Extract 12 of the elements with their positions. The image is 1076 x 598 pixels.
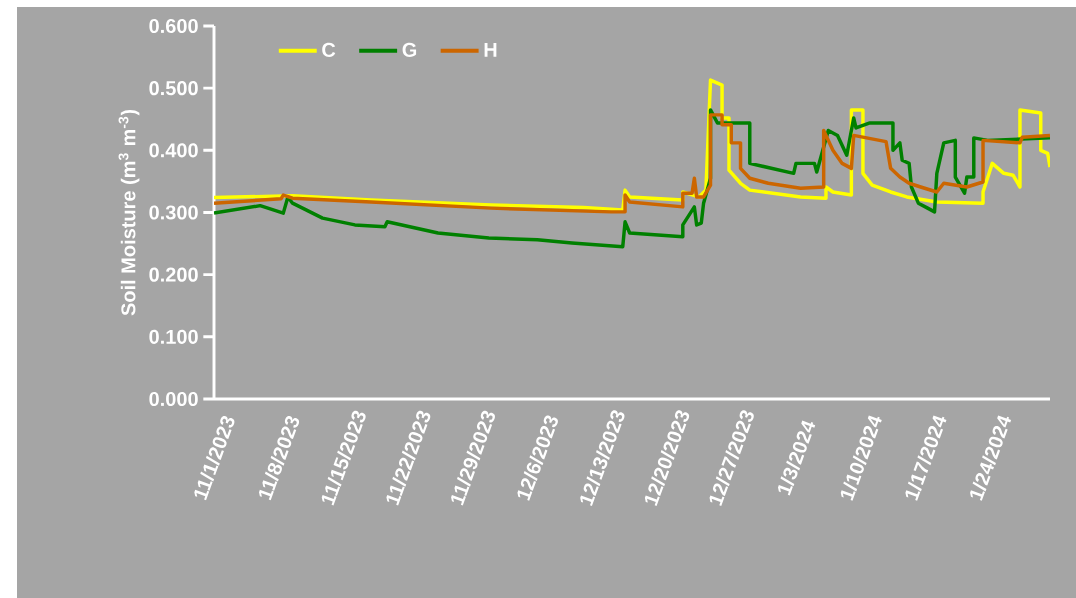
y-tick-label: 0.000 xyxy=(149,391,198,407)
y-tick-label: 0.500 xyxy=(149,81,198,96)
y-tick-label: 0.300 xyxy=(149,205,198,220)
legend-label: G xyxy=(402,42,417,57)
legend-label: C xyxy=(322,42,336,57)
legend-label: H xyxy=(484,42,497,57)
y-tick-label: 0.100 xyxy=(149,329,198,344)
y-axis-title: Soil Moisture (m$^{3}$ m$^{-3}$) xyxy=(118,109,140,316)
y-tick-label: 0.600 xyxy=(149,18,198,34)
line-series xyxy=(214,113,1050,214)
y-tick-label: 0.200 xyxy=(149,267,198,282)
y-tick-label: 0.400 xyxy=(149,143,198,158)
